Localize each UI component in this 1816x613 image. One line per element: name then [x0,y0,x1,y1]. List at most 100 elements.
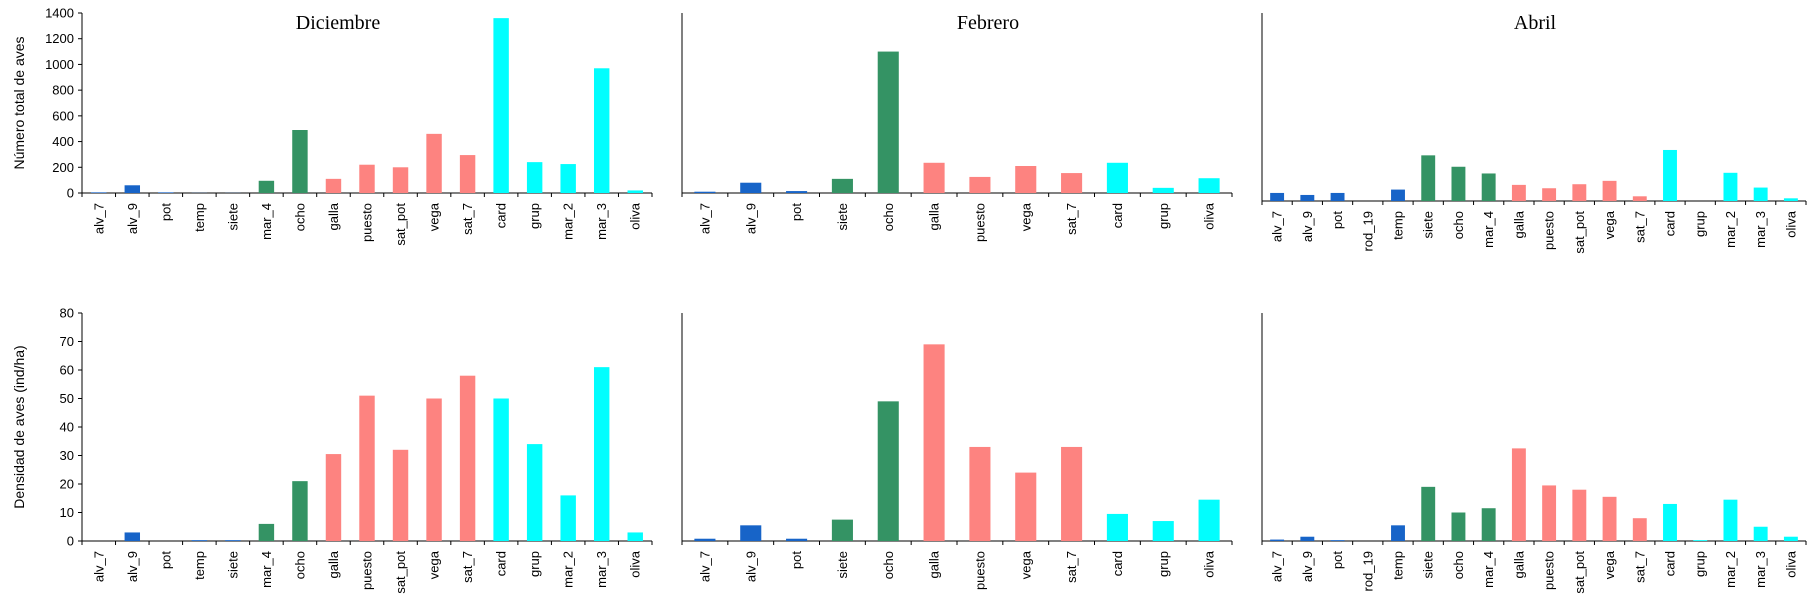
bar-galla [325,454,342,541]
bar-grup [526,162,543,193]
bar-sat_7 [1632,518,1647,541]
bar-alv_9 [740,525,762,541]
x-tick-label: mar_2 [1723,211,1738,248]
bar-mar_2 [560,164,576,193]
x-tick-label: pot [158,551,173,569]
bar-grup [526,444,543,541]
bar-siete [831,178,853,193]
x-tick-label: galla [927,550,942,578]
bar-puesto [359,395,375,541]
bar-alv_9 [740,182,762,193]
bar-pot [158,192,174,193]
x-tick-label: sat_pot [1572,211,1587,254]
x-tick-label: oliva [1783,210,1798,238]
bar-oliva [627,532,643,541]
x-tick-label: mar_2 [561,203,576,240]
x-tick-label: vega [1018,202,1033,231]
x-tick-label: galla [1511,210,1526,238]
x-tick-label: rod_19 [1360,551,1375,591]
chart-panel-4: 0 10 20 30 40 50 60 70 80 alv_7 alv_9 pot temp siete m… [11,306,653,594]
bar-sat_pot [1572,489,1587,541]
x-tick-label: temp [1391,551,1406,580]
y-axis-label: Densidad de aves (ind/ha) [11,345,27,508]
y-tick-label: 80 [60,306,74,321]
x-tick-label: oliva [1202,202,1217,230]
bar-temp [1391,189,1405,201]
y-tick-label: 70 [60,334,74,349]
y-tick-label: 200 [52,160,74,175]
bar-sat_7 [1632,196,1647,201]
bar-alv_7 [91,192,107,193]
bar-ocho [292,481,308,541]
y-tick-label: 0 [67,534,74,549]
bar-vega [1015,166,1037,193]
bar-siete [831,519,853,541]
x-tick-label: galla [326,202,341,230]
x-tick-label: temp [1391,211,1406,240]
panel-title: Diciembre [296,12,381,34]
x-tick-label: oliva [1202,550,1217,578]
chart-panel-5: alv_7 alv_9 pot siete ocho galla puesto vega sat… [681,313,1233,590]
bar-pot [786,191,808,193]
x-tick-label: sat_7 [460,203,475,235]
x-tick-label: mar_3 [1753,551,1768,588]
bar-galla [325,178,342,193]
x-tick-label: mar_4 [1481,551,1496,588]
bar-alv_7 [694,538,716,541]
bar-oliva [627,190,643,193]
bar-ocho [1451,512,1466,541]
x-tick-label: ocho [292,551,307,579]
x-tick-label: ocho [1451,211,1466,239]
x-tick-label: mar_4 [1481,211,1496,248]
y-tick-label: 20 [60,477,74,492]
panel-title: Abril [1514,12,1557,34]
bar-alv_9 [124,532,141,541]
bar-mar_3 [1753,187,1768,201]
x-tick-label: galla [326,550,341,578]
bar-card [1106,513,1128,541]
x-tick-label: card [1110,551,1125,576]
x-tick-label: temp [192,551,207,580]
bar-mar_3 [1753,526,1768,541]
x-tick-label: card [1110,203,1125,228]
bar-galla [923,162,945,193]
bar-galla [1511,448,1526,541]
bar-pot [1330,192,1345,201]
bar-sat_7 [459,155,476,193]
bar-sat_pot [392,167,409,193]
bar-puesto [1542,188,1557,201]
y-tick-label: 1400 [45,6,74,21]
bar-alv_7 [1270,539,1285,541]
bar-vega [1602,180,1617,201]
bar-sat_pot [392,449,409,541]
x-tick-label: alv_7 [1270,211,1285,242]
bar-oliva [1198,178,1220,193]
bar-siete [225,540,241,541]
x-tick-label: mar_4 [259,203,274,240]
x-tick-label: siete [225,203,240,230]
x-tick-label: card [1663,211,1678,236]
x-tick-label: card [494,551,509,576]
bar-pot [786,538,808,541]
x-tick-label: oliva [628,550,643,578]
x-tick-label: ocho [881,203,896,231]
x-tick-label: alv_7 [697,551,712,582]
bar-sat_pot [1572,184,1587,201]
bar-card [1663,149,1677,201]
chart-panel-1: 0 200 400 600 800 1000 1200 1400 alv_7 alv_9 pot te… [11,6,653,246]
bar-galla [1511,184,1526,201]
bar-sat_7 [1061,446,1083,541]
x-tick-label: mar_3 [594,551,609,588]
bar-grup [1152,187,1174,193]
bar-puesto [1542,485,1557,541]
x-tick-label: grup [1693,211,1708,237]
x-tick-label: mar_2 [1723,551,1738,588]
x-tick-label: pot [158,203,173,221]
x-tick-label: grup [1156,203,1171,229]
x-tick-label: pot [789,203,804,221]
x-tick-label: ocho [881,551,896,579]
x-tick-label: card [494,203,509,228]
bar-puesto [359,164,375,193]
x-tick-label: grup [1156,551,1171,577]
